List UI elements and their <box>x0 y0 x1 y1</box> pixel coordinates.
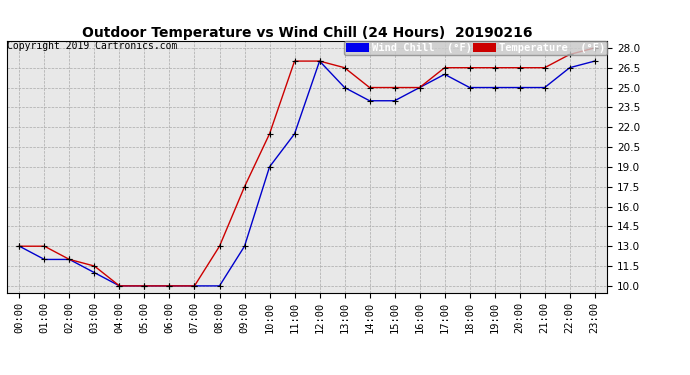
Title: Outdoor Temperature vs Wind Chill (24 Hours)  20190216: Outdoor Temperature vs Wind Chill (24 Ho… <box>82 26 532 40</box>
Legend: Wind Chill  (°F), Temperature  (°F): Wind Chill (°F), Temperature (°F) <box>344 41 607 56</box>
Text: Copyright 2019 Cartronics.com: Copyright 2019 Cartronics.com <box>7 41 177 51</box>
